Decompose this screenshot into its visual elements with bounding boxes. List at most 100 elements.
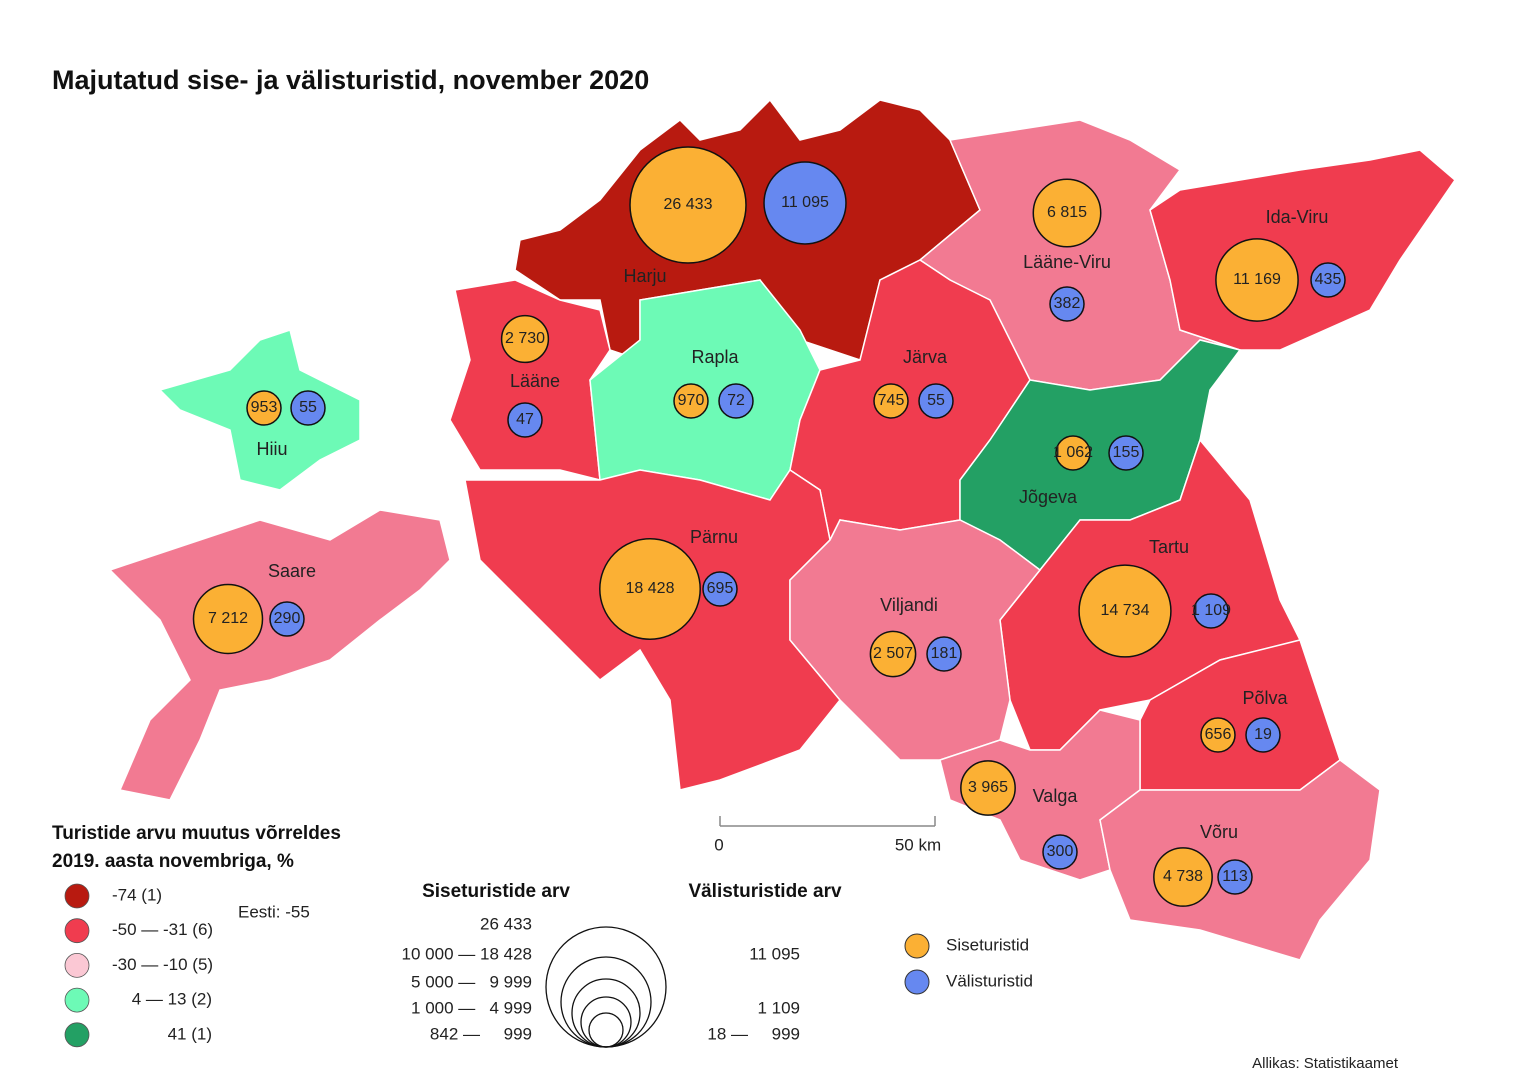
size-legend-circles	[545, 926, 667, 1048]
county-name: Lääne	[510, 371, 560, 391]
bubble	[673, 383, 709, 419]
bubble	[192, 583, 264, 655]
bubble-label: 656	[1205, 726, 1232, 743]
size-label: 1 000 — 4 999	[411, 998, 532, 1017]
bubble-label: 11 169	[1233, 271, 1281, 288]
bubble	[507, 402, 543, 438]
legend-title: Siseturistide arv	[422, 881, 570, 902]
size-label: 10 000 — 18 428	[402, 944, 532, 963]
bubble-label: 745	[878, 392, 905, 409]
bubble	[1032, 178, 1102, 248]
county-name: Jõgeva	[1019, 487, 1078, 507]
bubble	[873, 383, 909, 419]
bubble-label: 1 062	[1053, 444, 1093, 461]
bubble	[718, 383, 754, 419]
bubble	[960, 760, 1016, 816]
legend-label: -50 — -31 (6)	[112, 920, 213, 939]
county-name: Tartu	[1149, 537, 1189, 557]
legend-swatch	[64, 1022, 90, 1048]
bubble	[1078, 564, 1172, 658]
legend-title: 2019. aasta novembriga, %	[52, 851, 294, 872]
legend-swatch	[64, 953, 90, 978]
labels: Harju 26 433 11 095 Lääne-Viru 6 815 382 Ida-V…	[192, 146, 1346, 907]
counties	[108, 98, 1456, 961]
size-label: 26 433	[480, 914, 532, 933]
bubble-label: 18 428	[626, 580, 675, 597]
legend-swatch	[64, 918, 90, 944]
county-area	[108, 509, 451, 801]
legend-label: Siseturistid	[946, 935, 1029, 954]
bubble-label: 26 433	[664, 196, 713, 213]
bubble	[1153, 847, 1213, 907]
bubble-label: 72	[727, 392, 745, 409]
bubble	[763, 161, 847, 245]
legend-title: Turistide arvu muutus võrreldes	[52, 823, 341, 844]
legend-swatch	[64, 987, 90, 1013]
bubble-label: 435	[1315, 271, 1342, 288]
size-label: 1 109	[757, 998, 800, 1017]
map-title: Majutatud sise- ja välisturistid, novemb…	[52, 65, 649, 95]
legend-label: -74 (1)	[112, 885, 162, 904]
county-name: Rapla	[691, 347, 739, 367]
bubble	[1108, 435, 1144, 471]
bubble	[1245, 717, 1281, 753]
bubble	[269, 601, 305, 637]
county-name: Järva	[903, 347, 948, 367]
bubble	[1055, 435, 1091, 471]
county-name: Võru	[1200, 822, 1238, 842]
total-change: Eesti: -55	[238, 902, 310, 921]
bubble	[599, 538, 701, 640]
bubble	[1310, 262, 1346, 298]
bubble	[1215, 238, 1299, 322]
bubble-label: 2 507	[873, 645, 913, 662]
county-name: Lääne-Viru	[1023, 252, 1111, 272]
bubble-label: 4 738	[1163, 868, 1203, 885]
bubble-label: 181	[931, 645, 958, 662]
legend-label: Välisturistid	[946, 971, 1033, 990]
bubble-label: 6 815	[1047, 204, 1087, 221]
scale-label: 50 km	[895, 835, 941, 854]
county-area	[1149, 149, 1456, 351]
legend-label: -30 — -10 (5)	[112, 955, 213, 974]
county-name: Viljandi	[880, 595, 938, 615]
legend-label: 4 — 13 (2)	[132, 990, 212, 1009]
bubble-label: 290	[274, 610, 301, 627]
bubble	[629, 146, 747, 264]
bubble-label: 155	[1113, 444, 1140, 461]
bubble-label: 55	[927, 392, 945, 409]
size-label: 842 — 999	[430, 1024, 532, 1043]
bubble-label: 970	[678, 392, 705, 409]
bubble-label: 7 212	[208, 610, 248, 627]
county-name: Hiiu	[256, 439, 287, 459]
bubble	[1217, 859, 1253, 895]
bubble	[290, 390, 326, 426]
legend-swatch	[904, 933, 930, 959]
size-label: 11 095	[749, 944, 800, 963]
bubble	[918, 383, 954, 419]
size-label: 5 000 — 9 999	[411, 972, 532, 991]
bubble-label: 55	[299, 399, 317, 416]
bubble-label: 19	[1254, 726, 1272, 743]
county-name: Põlva	[1242, 688, 1288, 708]
legend-title: Välisturistide arv	[688, 881, 842, 902]
scale-label: 0	[714, 835, 723, 854]
county-name: Pärnu	[690, 527, 738, 547]
bubble-label: 382	[1054, 295, 1081, 312]
bubble	[1193, 593, 1229, 629]
bubble-label: 3 965	[968, 779, 1008, 796]
bubble	[702, 571, 738, 607]
bubble-label: 695	[707, 580, 734, 597]
county-name: Harju	[623, 266, 666, 286]
county-name: Saare	[268, 561, 316, 581]
bubble-label: 2 730	[505, 330, 545, 347]
bubble-label: 47	[516, 411, 534, 428]
size-label: 18 — 999	[707, 1024, 800, 1043]
source: Allikas: Statistikaamet	[1252, 1055, 1399, 1072]
bubble-label: 14 734	[1101, 602, 1150, 619]
bubble-label: 11 095	[781, 194, 829, 211]
bubble	[1049, 286, 1085, 322]
legend-label: 41 (1)	[168, 1024, 212, 1043]
legend-swatch	[64, 883, 90, 909]
bubble-label: 113	[1222, 868, 1248, 885]
